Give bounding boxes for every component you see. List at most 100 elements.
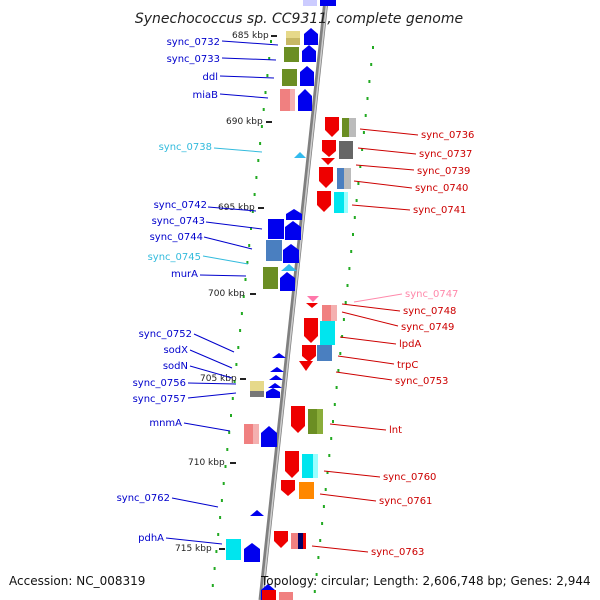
gene-label-sync-0737[interactable]: sync_0737 <box>419 149 472 160</box>
gene-label-lnt[interactable]: lnt <box>389 425 402 436</box>
gene-box-lpda[interactable] <box>320 321 335 345</box>
gene-arrow-lnt[interactable] <box>291 406 305 433</box>
gene-box-sync-0744[interactable] <box>266 240 282 261</box>
gene-arrow-sync-0763[interactable] <box>274 531 288 548</box>
gene-label-sodx[interactable]: sodX <box>163 345 188 356</box>
genome-title: Synechococcus sp. CC9311, complete genom… <box>135 11 463 27</box>
gene-label-sync-0742[interactable]: sync_0742 <box>154 200 207 211</box>
gene-arrow-sync-0756[interactable] <box>268 383 282 388</box>
tick-dot <box>219 516 222 519</box>
gene-box-ddl[interactable] <box>282 69 297 86</box>
gene-box-sync-0733[interactable] <box>284 47 299 62</box>
gene-arrow-sync-0741[interactable] <box>317 191 331 212</box>
gene-label-sync-0762[interactable]: sync_0762 <box>117 493 170 504</box>
gene-arrow-sync-0740[interactable] <box>319 167 333 188</box>
gene-label-sync-0757[interactable]: sync_0757 <box>133 394 186 405</box>
gene-arrow-bottom-red[interactable] <box>262 590 276 600</box>
gene-label-sync-0753[interactable]: sync_0753 <box>395 376 448 387</box>
gene-arrow-sync-0743[interactable] <box>285 221 301 240</box>
gene-box-bottom-red[interactable] <box>279 592 293 600</box>
gene-label-lpda[interactable]: lpdA <box>399 339 421 350</box>
gene-arrow-sync-0752[interactable] <box>272 353 286 358</box>
gene-box-sync-0743[interactable] <box>268 219 284 239</box>
gene-label-trpc[interactable]: trpC <box>397 360 418 371</box>
gene-label-sync-0739[interactable]: sync_0739 <box>417 166 470 177</box>
gene-box-sync-0761[interactable] <box>299 482 314 499</box>
gene-arrow-sodx[interactable] <box>270 367 284 372</box>
gene-block-top-2[interactable] <box>303 0 317 6</box>
gene-box-sync-0740[interactable] <box>337 168 344 189</box>
gene-arrow-sync-0760[interactable] <box>285 451 299 478</box>
gene-arrow-sync-0761[interactable] <box>281 480 295 496</box>
tick-dot <box>333 403 336 406</box>
tick-dot <box>242 295 245 298</box>
gene-box-sync-0736[interactable] <box>342 118 349 137</box>
tick-dot <box>372 46 374 49</box>
gene-label-sync-0738[interactable]: sync_0738 <box>159 142 212 153</box>
tick-dot <box>215 550 218 553</box>
gene-arrow-sync-0736[interactable] <box>325 117 339 137</box>
gene-arrow-sync-0757[interactable] <box>266 388 280 398</box>
gene-box-mnma-shade <box>253 424 259 444</box>
gene-arrow-sync-0749[interactable] <box>304 318 318 343</box>
gene-box-pdha[interactable] <box>226 539 241 560</box>
gene-arrow-sync-0748[interactable] <box>306 303 318 308</box>
gene-box-mura[interactable] <box>263 267 278 289</box>
gene-label-miab[interactable]: miaB <box>192 90 218 101</box>
gene-box-sync-0737[interactable] <box>339 141 353 159</box>
gene-label-sync-0756[interactable]: sync_0756 <box>133 378 186 389</box>
gene-arrow-mura[interactable] <box>280 272 295 291</box>
gene-arrow-sync-0753[interactable] <box>299 361 313 371</box>
genome-backbone <box>258 0 329 600</box>
gene-label-sync-0733[interactable]: sync_0733 <box>167 54 220 65</box>
gene-arrow-miab[interactable] <box>298 89 312 111</box>
gene-label-sync-0743[interactable]: sync_0743 <box>152 216 205 227</box>
gene-label-sync-0749[interactable]: sync_0749 <box>401 322 454 333</box>
gene-arrow-sync-0744[interactable] <box>283 244 299 263</box>
gene-arrow-trpc[interactable] <box>302 345 316 362</box>
gene-label-sync-0747[interactable]: sync_0747 <box>405 289 458 300</box>
gene-label-mura[interactable]: murA <box>171 269 198 280</box>
gene-label-ddl[interactable]: ddl <box>203 72 218 83</box>
gene-arrow-sync-0747[interactable] <box>307 296 319 302</box>
gene-box-sync-0763[interactable] <box>291 533 298 549</box>
gene-arrow-mnma[interactable] <box>261 426 277 447</box>
gene-arrow-sync-0739[interactable] <box>321 158 335 165</box>
gene-label-sync-0748[interactable]: sync_0748 <box>403 306 456 317</box>
gene-label-sync-0736[interactable]: sync_0736 <box>421 130 474 141</box>
gene-box-trpc[interactable] <box>317 345 332 361</box>
gene-label-mnma[interactable]: mnmA <box>149 418 182 429</box>
accession-label: Accession: NC_008319 <box>9 574 146 588</box>
kbp-mark-700: 700 kbp <box>208 289 245 299</box>
gene-block-top-1[interactable] <box>320 0 336 6</box>
gene-label-pdha[interactable]: pdhA <box>138 533 164 544</box>
tick-dot <box>313 590 316 593</box>
tick-dot <box>217 533 220 536</box>
gene-arrow-sync-0745[interactable] <box>281 264 297 271</box>
gene-label-sync-0760[interactable]: sync_0760 <box>383 472 436 483</box>
gene-label-sync-0741[interactable]: sync_0741 <box>413 205 466 216</box>
gene-label-sodn[interactable]: sodN <box>163 361 188 372</box>
gene-arrow-sodn[interactable] <box>269 375 283 380</box>
gene-label-sync-0752[interactable]: sync_0752 <box>139 329 192 340</box>
gene-labels-left: sync_0732 sync_0733 ddl miaB sync_0738 s… <box>117 37 220 544</box>
gene-label-sync-0745[interactable]: sync_0745 <box>148 252 201 263</box>
gene-arrow-sync-0737[interactable] <box>322 140 336 157</box>
tick-dot <box>233 380 236 383</box>
gene-arrow-sync-0732[interactable] <box>304 28 318 45</box>
gene-label-sync-0744[interactable]: sync_0744 <box>150 232 203 243</box>
gene-arrow-sync-0733[interactable] <box>302 45 316 62</box>
tick-dot <box>250 227 252 230</box>
gene-label-sync-0763[interactable]: sync_0763 <box>371 547 424 558</box>
gene-arrow-sync-0742[interactable] <box>286 209 302 220</box>
gene-arrow-sync-0738[interactable] <box>294 152 306 158</box>
tick-row-right <box>313 46 374 593</box>
gene-label-sync-0732[interactable]: sync_0732 <box>167 37 220 48</box>
gene-arrow-pdha[interactable] <box>244 543 260 562</box>
gene-arrow-sync-0762[interactable] <box>250 510 264 516</box>
gene-arrow-ddl[interactable] <box>300 66 314 86</box>
gene-label-sync-0761[interactable]: sync_0761 <box>379 496 432 507</box>
tick-dot <box>341 335 344 338</box>
kbp-mark-695: 695 kbp <box>218 203 255 213</box>
gene-label-sync-0740[interactable]: sync_0740 <box>415 183 468 194</box>
